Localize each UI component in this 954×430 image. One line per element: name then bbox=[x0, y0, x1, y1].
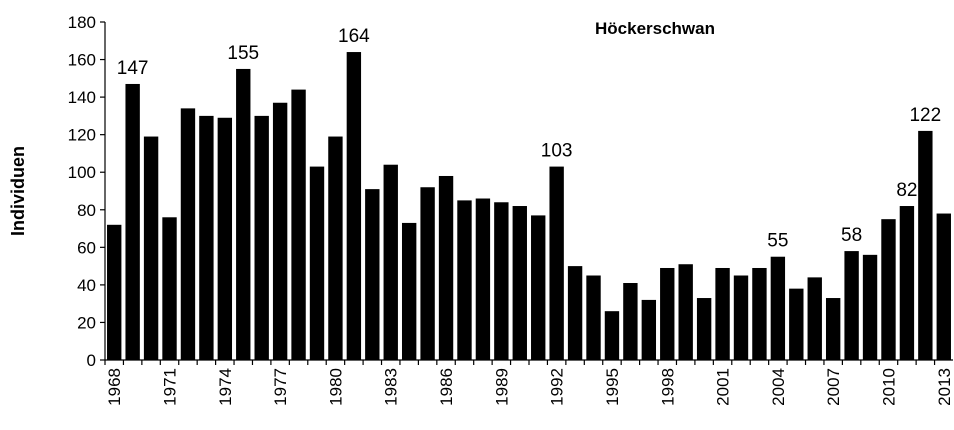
bar bbox=[401, 222, 417, 360]
x-tick-label: 1995 bbox=[603, 368, 622, 406]
bar bbox=[420, 187, 435, 360]
bar bbox=[494, 202, 509, 360]
bar bbox=[107, 224, 122, 360]
bar bbox=[825, 298, 841, 360]
data-label: 58 bbox=[841, 225, 862, 246]
bar bbox=[475, 198, 491, 360]
data-label: 147 bbox=[117, 58, 149, 79]
bar bbox=[217, 117, 233, 361]
x-tick-label: 1986 bbox=[437, 368, 456, 406]
bar bbox=[143, 136, 159, 360]
data-label: 103 bbox=[541, 141, 573, 162]
data-label: 164 bbox=[338, 26, 370, 47]
bar bbox=[531, 215, 546, 360]
bar bbox=[844, 251, 859, 360]
y-tick-label: 120 bbox=[68, 126, 96, 145]
bar bbox=[346, 52, 362, 361]
bar bbox=[752, 267, 767, 360]
bar bbox=[512, 206, 527, 360]
x-tick-label: 2013 bbox=[935, 368, 954, 406]
data-label: 122 bbox=[909, 105, 941, 126]
data-label: 55 bbox=[767, 231, 788, 252]
bar bbox=[918, 130, 933, 360]
y-tick-label: 100 bbox=[68, 163, 96, 182]
data-label: 155 bbox=[227, 43, 259, 64]
bar bbox=[899, 206, 915, 360]
bar bbox=[936, 213, 951, 360]
bar bbox=[162, 217, 177, 360]
bar bbox=[789, 288, 804, 360]
bar bbox=[438, 175, 454, 360]
bar bbox=[733, 275, 749, 360]
bar bbox=[623, 283, 638, 360]
x-tick-label: 1998 bbox=[658, 368, 677, 406]
y-axis-label: Individuen bbox=[8, 146, 28, 236]
y-tick-label: 80 bbox=[77, 201, 96, 220]
bar bbox=[254, 115, 269, 360]
bar bbox=[457, 200, 472, 360]
y-tick-label: 20 bbox=[77, 313, 96, 332]
bar bbox=[125, 83, 140, 360]
bar bbox=[567, 266, 583, 360]
bar bbox=[770, 256, 786, 360]
bar bbox=[881, 219, 896, 360]
bar bbox=[328, 136, 343, 360]
x-tick-label: 2004 bbox=[769, 368, 788, 406]
chart-title: Höckerschwan bbox=[595, 19, 715, 38]
x-tick-label: 1968 bbox=[105, 368, 124, 406]
bar bbox=[660, 267, 675, 360]
bar bbox=[383, 164, 398, 360]
bar bbox=[199, 115, 214, 360]
x-tick-label: 2007 bbox=[824, 368, 843, 406]
bar bbox=[586, 275, 601, 360]
x-tick-label: 1971 bbox=[161, 368, 180, 406]
bar bbox=[291, 89, 306, 360]
y-tick-label: 40 bbox=[77, 276, 96, 295]
bar bbox=[604, 311, 620, 360]
bar bbox=[365, 189, 380, 360]
y-tick-label: 160 bbox=[68, 51, 96, 70]
x-tick-label: 1977 bbox=[271, 368, 290, 406]
y-tick-label: 180 bbox=[68, 13, 96, 32]
bar bbox=[236, 68, 251, 360]
bar bbox=[715, 267, 730, 360]
x-tick-label: 2010 bbox=[879, 368, 898, 406]
bar bbox=[862, 254, 878, 360]
x-tick-label: 1980 bbox=[326, 368, 345, 406]
bar bbox=[807, 277, 822, 360]
bar bbox=[678, 264, 693, 360]
x-tick-label: 1989 bbox=[492, 368, 511, 406]
bar bbox=[696, 298, 712, 360]
bar bbox=[549, 166, 564, 360]
x-tick-label: 2001 bbox=[714, 368, 733, 406]
bar bbox=[641, 299, 657, 360]
y-tick-label: 60 bbox=[77, 238, 96, 257]
data-label: 82 bbox=[896, 180, 917, 201]
bar bbox=[272, 102, 288, 360]
bar bbox=[309, 166, 325, 360]
x-tick-label: 1983 bbox=[382, 368, 401, 406]
x-tick-label: 1974 bbox=[216, 368, 235, 406]
x-tick-label: 1992 bbox=[548, 368, 567, 406]
bar bbox=[180, 108, 196, 360]
y-tick-label: 140 bbox=[68, 88, 96, 107]
y-tick-label: 0 bbox=[87, 351, 96, 370]
